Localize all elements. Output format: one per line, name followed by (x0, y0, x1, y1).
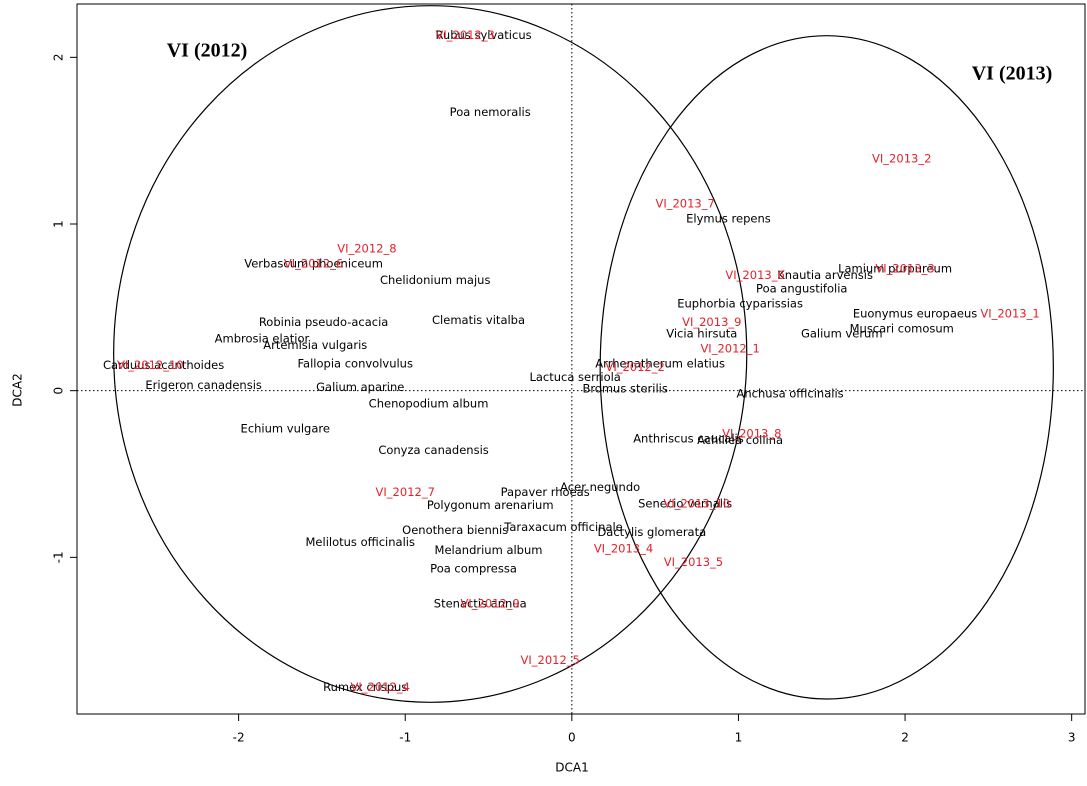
point-label: Oenothera biennis (402, 523, 508, 537)
point-label: Poa nemoralis (450, 105, 531, 119)
point-label: VI_2013_8 (722, 427, 781, 441)
point-label: Chelidonium majus (380, 273, 490, 287)
point-label: VI_2012_5 (521, 653, 580, 667)
x-tick-label: 0 (568, 731, 576, 745)
x-tick-label: 2 (901, 731, 909, 745)
point-label: Robinia pseudo-acacia (259, 315, 389, 329)
point-label: Artemisia vulgaris (263, 338, 367, 352)
y-tick-label: 0 (52, 387, 66, 395)
point-label: Elymus repens (686, 212, 771, 226)
point-label: Chenopodium album (369, 397, 489, 411)
point-label: Vicia hirsuta (666, 327, 737, 341)
point-label: Conyza canadensis (378, 443, 488, 457)
point-label: VI_2012_2 (605, 360, 664, 374)
point-label: Knautia arvensis (777, 268, 873, 282)
point-label: VI_2012_9 (461, 597, 520, 611)
point-label: Poa angustifolia (756, 282, 847, 296)
point-label: Taraxacum officinale (503, 520, 623, 534)
point-label: Lactuca serriola (529, 370, 620, 384)
point-label: VI_2013_4 (594, 542, 653, 556)
point-label: VI_2013_9 (682, 315, 741, 329)
point-label: Muscari comosum (850, 322, 954, 336)
point-label: VI_2013_5 (664, 555, 723, 569)
point-label: Dactylis glomerata (597, 525, 706, 539)
point-label: Senecio vernalis (638, 497, 732, 511)
point-label: VI_2013_6 (725, 268, 784, 282)
point-label: VI_2012_1 (700, 342, 759, 356)
point-label: Galium aparine (316, 380, 404, 394)
point-label: Fallopia convolvulus (297, 357, 412, 371)
ellipse-label: VI (2013) (972, 63, 1053, 85)
point-label: Stenactis annua (434, 597, 527, 611)
point-label: Papaver rhoeas (501, 485, 590, 499)
point-label: Clematis vitalba (432, 313, 525, 327)
point-label: Polygonum arenarium (427, 498, 554, 512)
x-tick-label: 3 (1068, 731, 1076, 745)
point-label: Verbascum phoeniceum (244, 257, 383, 271)
point-label: Lamium purpureum (838, 262, 952, 276)
y-axis-title: DCA2 (11, 373, 25, 406)
point-label: Achillea collina (697, 433, 783, 447)
point-label: Anchusa officinalis (737, 387, 844, 401)
point-label: VI_2012_10 (117, 358, 184, 372)
point-label: Anthriscus caucalis (633, 432, 744, 446)
point-label: Erigeron canadensis (145, 378, 262, 392)
point-label: Acer negundo (560, 480, 640, 494)
point-label: VI_2013_3 (875, 262, 934, 276)
point-label: VI_2012_4 (351, 680, 410, 694)
point-label: Melandrium album (435, 543, 543, 557)
point-label: Echium vulgare (241, 422, 330, 436)
x-tick-label: 1 (735, 731, 743, 745)
plot-frame (76, 3, 1086, 715)
point-label: VI_2012_6 (284, 257, 343, 271)
point-label: Poa compressa (430, 562, 517, 576)
x-axis-title: DCA1 (555, 761, 588, 775)
point-label: VI_2012_7 (376, 485, 435, 499)
point-label: Bromus sterilis (582, 382, 667, 396)
y-tick-label: 2 (52, 54, 66, 62)
group-ellipse (113, 5, 748, 703)
point-label: Melilotus officinalis (306, 535, 415, 549)
point-label: VI_2012_8 (337, 242, 396, 256)
point-label: VI_2012_3 (436, 28, 495, 42)
group-ellipse (599, 35, 1054, 700)
point-label: Rumex crispus (323, 680, 407, 694)
point-label: Euphorbia cyparissias (677, 297, 803, 311)
point-label: VI_2013_2 (872, 152, 931, 166)
ellipse-label: VI (2012) (167, 40, 248, 62)
point-label: Rubus sylvaticus (435, 28, 531, 42)
point-label: VI_2013_1 (980, 307, 1039, 321)
point-label: Ambrosia elatior (215, 332, 310, 346)
y-tick-label: 1 (52, 220, 66, 228)
point-label: VI_2013_7 (655, 197, 714, 211)
x-tick-label: -1 (399, 731, 411, 745)
point-label: VI_2013_10 (663, 497, 730, 511)
point-label: Arrhenatherum elatius (595, 357, 725, 371)
point-label: Carduus acanthoides (103, 358, 224, 372)
x-tick-label: -2 (233, 731, 245, 745)
y-tick-label: -1 (52, 551, 66, 563)
point-label: Euonymus europaeus (853, 307, 977, 321)
point-label: Galium verum (801, 327, 883, 341)
